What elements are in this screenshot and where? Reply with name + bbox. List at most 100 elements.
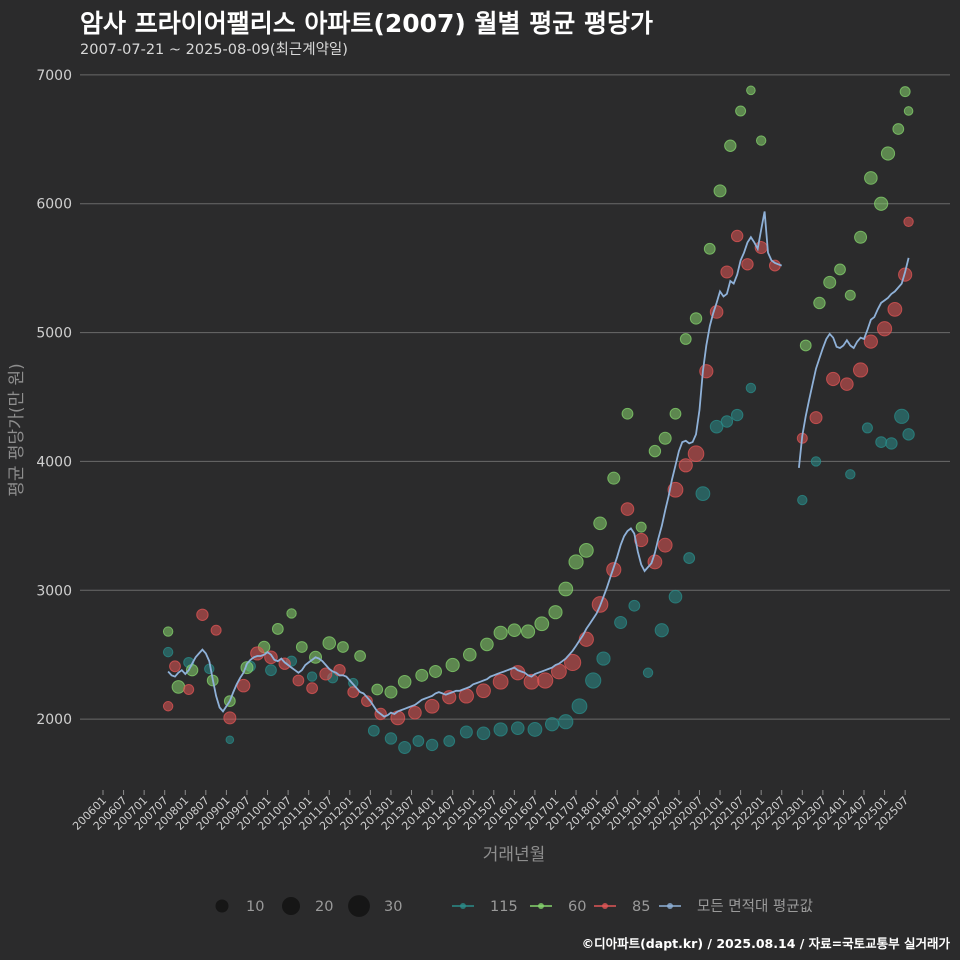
point-85 bbox=[657, 537, 673, 553]
point-115 bbox=[745, 382, 757, 394]
point-115 bbox=[902, 428, 915, 441]
point-60 bbox=[286, 608, 297, 619]
chart-title: 암사 프라이어팰리스 아파트(2007) 월별 평균 평당가 bbox=[80, 9, 653, 38]
point-85 bbox=[768, 259, 781, 272]
point-60 bbox=[823, 275, 837, 289]
point-115 bbox=[367, 724, 380, 737]
point-115 bbox=[730, 408, 744, 422]
legend-series-label: 60 bbox=[568, 899, 586, 915]
point-60 bbox=[713, 184, 727, 198]
point-85 bbox=[826, 371, 841, 387]
point-60 bbox=[354, 650, 366, 662]
legend-series-label: 모든 면적대 평균값 bbox=[697, 898, 813, 915]
point-85 bbox=[634, 532, 649, 548]
point-115 bbox=[628, 599, 641, 612]
point-85 bbox=[223, 711, 237, 725]
point-60 bbox=[322, 636, 337, 650]
point-60 bbox=[462, 647, 477, 662]
point-60 bbox=[534, 616, 550, 632]
point-60 bbox=[397, 674, 412, 689]
x-axis-label: 거래년월 bbox=[483, 845, 546, 865]
point-60 bbox=[735, 105, 747, 117]
point-115 bbox=[558, 714, 574, 730]
point-85 bbox=[183, 683, 195, 695]
point-60 bbox=[384, 685, 398, 699]
y-tick-label: 6000 bbox=[36, 197, 72, 213]
point-60 bbox=[578, 542, 594, 558]
point-60 bbox=[724, 139, 737, 152]
point-115 bbox=[585, 672, 602, 689]
legend-series-label: 115 bbox=[490, 899, 518, 915]
point-60 bbox=[480, 637, 494, 652]
point-60 bbox=[679, 333, 692, 345]
point-85 bbox=[292, 674, 305, 687]
chart-subtitle: 2007-07-21 ~ 2025-08-09(최근계약일) bbox=[80, 42, 348, 58]
point-60 bbox=[703, 242, 716, 255]
point-60 bbox=[635, 521, 647, 533]
legend-size-dot bbox=[215, 899, 229, 913]
grid-lines bbox=[80, 74, 950, 720]
point-115 bbox=[845, 469, 856, 480]
point-60 bbox=[854, 230, 868, 244]
point-60 bbox=[429, 664, 443, 678]
y-tick-labels: 2000 3000 4000 5000 6000 7000 bbox=[36, 68, 72, 728]
y-tick-label: 4000 bbox=[36, 454, 72, 470]
point-60 bbox=[607, 471, 621, 485]
point-115 bbox=[544, 717, 560, 732]
point-85 bbox=[210, 624, 222, 636]
point-115 bbox=[425, 738, 439, 752]
point-60 bbox=[171, 680, 186, 694]
point-115 bbox=[476, 726, 491, 741]
point-115 bbox=[412, 735, 425, 747]
point-85 bbox=[564, 653, 582, 672]
point-85 bbox=[424, 698, 440, 714]
point-60 bbox=[295, 641, 308, 653]
point-85 bbox=[162, 701, 174, 712]
point-85 bbox=[169, 660, 181, 673]
point-60 bbox=[658, 431, 672, 445]
legend-size-dot bbox=[282, 897, 300, 915]
point-60 bbox=[874, 196, 889, 211]
point-115 bbox=[695, 486, 711, 502]
point-115 bbox=[527, 722, 543, 737]
point-85 bbox=[306, 682, 319, 695]
point-115 bbox=[885, 437, 898, 450]
legend-key-dot bbox=[460, 903, 466, 909]
point-60 bbox=[689, 312, 703, 325]
point-115 bbox=[162, 646, 174, 658]
point-60 bbox=[520, 624, 536, 639]
legend-series-label: 85 bbox=[632, 899, 650, 915]
point-60 bbox=[669, 407, 682, 420]
y-tick-label: 2000 bbox=[36, 712, 72, 728]
point-60 bbox=[844, 289, 856, 301]
legend-size-label: 20 bbox=[315, 899, 333, 915]
point-115 bbox=[443, 735, 456, 747]
point-115 bbox=[306, 671, 318, 682]
point-60 bbox=[621, 407, 634, 420]
point-60 bbox=[271, 623, 284, 635]
point-60 bbox=[548, 605, 563, 620]
point-60 bbox=[162, 626, 174, 637]
point-115 bbox=[797, 494, 808, 506]
legend-size-label: 10 bbox=[246, 899, 264, 915]
point-85 bbox=[903, 216, 914, 227]
point-115 bbox=[384, 732, 398, 745]
point-115 bbox=[683, 552, 696, 564]
x-tick-labels: 2006012006072007012007072008012008072009… bbox=[70, 790, 911, 833]
point-115 bbox=[571, 698, 588, 715]
point-60 bbox=[415, 668, 429, 682]
point-115 bbox=[709, 419, 724, 434]
point-115 bbox=[720, 415, 734, 428]
legend-key-dot bbox=[538, 903, 544, 909]
point-85 bbox=[852, 362, 869, 378]
point-115 bbox=[614, 615, 628, 629]
point-85 bbox=[741, 258, 754, 271]
point-60 bbox=[880, 146, 896, 161]
point-85 bbox=[476, 683, 491, 699]
point-85 bbox=[620, 502, 635, 516]
point-115 bbox=[398, 740, 412, 754]
point-85 bbox=[730, 229, 744, 243]
point-60 bbox=[864, 171, 878, 185]
point-60 bbox=[493, 625, 508, 640]
